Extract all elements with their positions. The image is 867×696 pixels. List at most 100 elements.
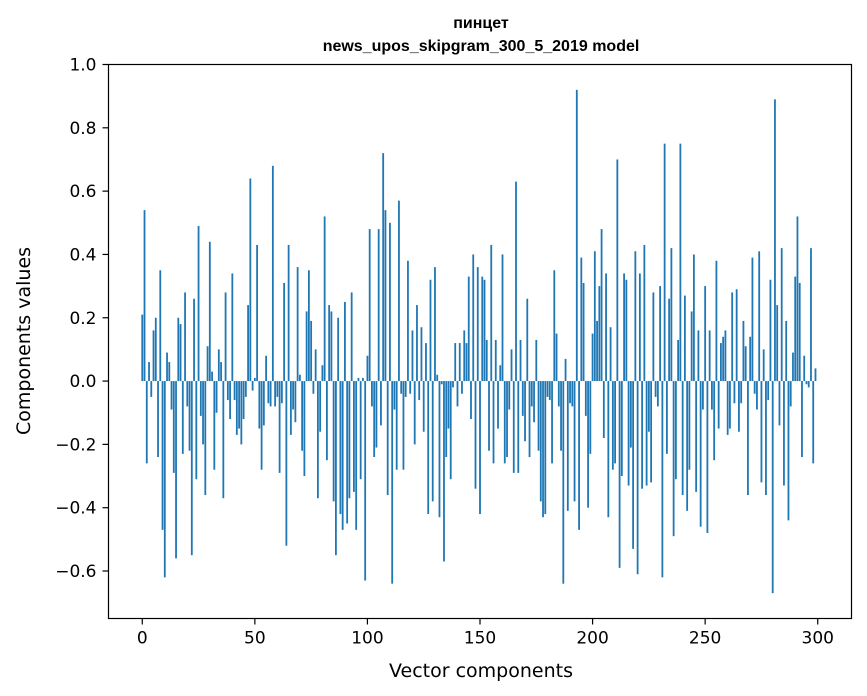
- bar: [395, 381, 398, 470]
- bar: [440, 381, 443, 385]
- bar: [357, 377, 360, 382]
- bar: [380, 381, 382, 426]
- bar: [787, 381, 790, 521]
- bar: [326, 381, 328, 461]
- bar: [386, 381, 389, 496]
- bar: [582, 282, 585, 382]
- bar: [553, 270, 556, 382]
- bar: [463, 330, 466, 382]
- bar: [265, 355, 268, 382]
- bar: [780, 248, 783, 382]
- bar: [785, 320, 788, 382]
- bar: [240, 381, 243, 445]
- bar: [488, 381, 490, 451]
- bar: [807, 381, 810, 388]
- bar: [148, 362, 150, 382]
- bar: [434, 267, 436, 382]
- x-axis-label: Vector components: [389, 660, 573, 682]
- bar: [733, 381, 736, 404]
- x-tick-label: 200: [576, 629, 608, 649]
- bar: [465, 343, 468, 382]
- bar: [803, 355, 806, 382]
- bar: [150, 381, 153, 397]
- bar: [584, 381, 587, 416]
- x-tick-label: 150: [464, 629, 496, 649]
- bar: [625, 279, 628, 382]
- bar: [729, 381, 731, 429]
- bar: [596, 320, 598, 382]
- bar: [647, 381, 650, 432]
- bar: [368, 229, 371, 382]
- bar: [605, 273, 607, 382]
- bar: [623, 273, 625, 382]
- bar: [706, 381, 709, 534]
- bar: [271, 165, 274, 382]
- bar: [220, 362, 222, 382]
- bar: [344, 301, 346, 382]
- bar: [690, 311, 693, 382]
- bar: [447, 381, 450, 429]
- bar: [294, 381, 297, 423]
- x-tick-label: 50: [244, 629, 266, 649]
- bar: [217, 349, 220, 382]
- bar: [672, 381, 675, 537]
- bar: [542, 381, 544, 518]
- bar: [224, 292, 227, 382]
- bar: [778, 381, 781, 426]
- y-axis: −0.6 −0.4 −0.2 0.0 0.2 0.4 0.6 0.8 1.0: [55, 56, 109, 582]
- bar: [238, 381, 240, 429]
- bar: [668, 298, 671, 382]
- bar: [305, 311, 308, 382]
- bar: [546, 381, 549, 397]
- bar: [420, 327, 423, 382]
- bar: [530, 381, 533, 407]
- bar: [587, 381, 589, 508]
- bar: [371, 381, 373, 407]
- bar: [503, 381, 506, 464]
- bar: [598, 286, 601, 382]
- bar: [756, 381, 758, 410]
- bar: [235, 381, 238, 435]
- bar: [332, 381, 335, 502]
- bar: [418, 381, 421, 401]
- bar: [375, 381, 378, 448]
- bar: [348, 381, 351, 499]
- bar: [765, 381, 767, 496]
- x-axis: 0 50 100 150 200 250 300: [137, 618, 834, 649]
- bar: [242, 381, 245, 420]
- bar: [283, 282, 286, 382]
- bar: [172, 381, 175, 473]
- bar: [636, 381, 639, 575]
- bar: [330, 311, 333, 382]
- bar: [774, 99, 776, 382]
- bar: [204, 381, 207, 496]
- bar: [260, 381, 263, 470]
- bar: [535, 339, 538, 382]
- bar: [269, 381, 272, 407]
- bar: [661, 381, 664, 578]
- bar: [575, 89, 578, 382]
- plot-frame: [107, 63, 853, 620]
- bar: [226, 381, 229, 401]
- bar: [589, 381, 592, 454]
- bar: [510, 349, 513, 382]
- bar: [307, 270, 310, 382]
- y-tick-label: 0.6: [69, 182, 96, 202]
- bar: [783, 381, 785, 486]
- bar: [470, 381, 472, 420]
- bar: [749, 336, 752, 382]
- bar: [382, 153, 385, 382]
- bar: [258, 381, 261, 429]
- bar: [400, 381, 403, 394]
- bar: [404, 381, 407, 397]
- bar: [472, 254, 475, 382]
- bar: [762, 349, 765, 382]
- bar: [222, 381, 225, 499]
- bar: [742, 320, 745, 382]
- bar: [771, 381, 774, 594]
- bar: [208, 241, 211, 382]
- bar: [350, 292, 353, 382]
- bar: [744, 346, 747, 382]
- bar: [654, 381, 657, 397]
- bar: [413, 381, 416, 445]
